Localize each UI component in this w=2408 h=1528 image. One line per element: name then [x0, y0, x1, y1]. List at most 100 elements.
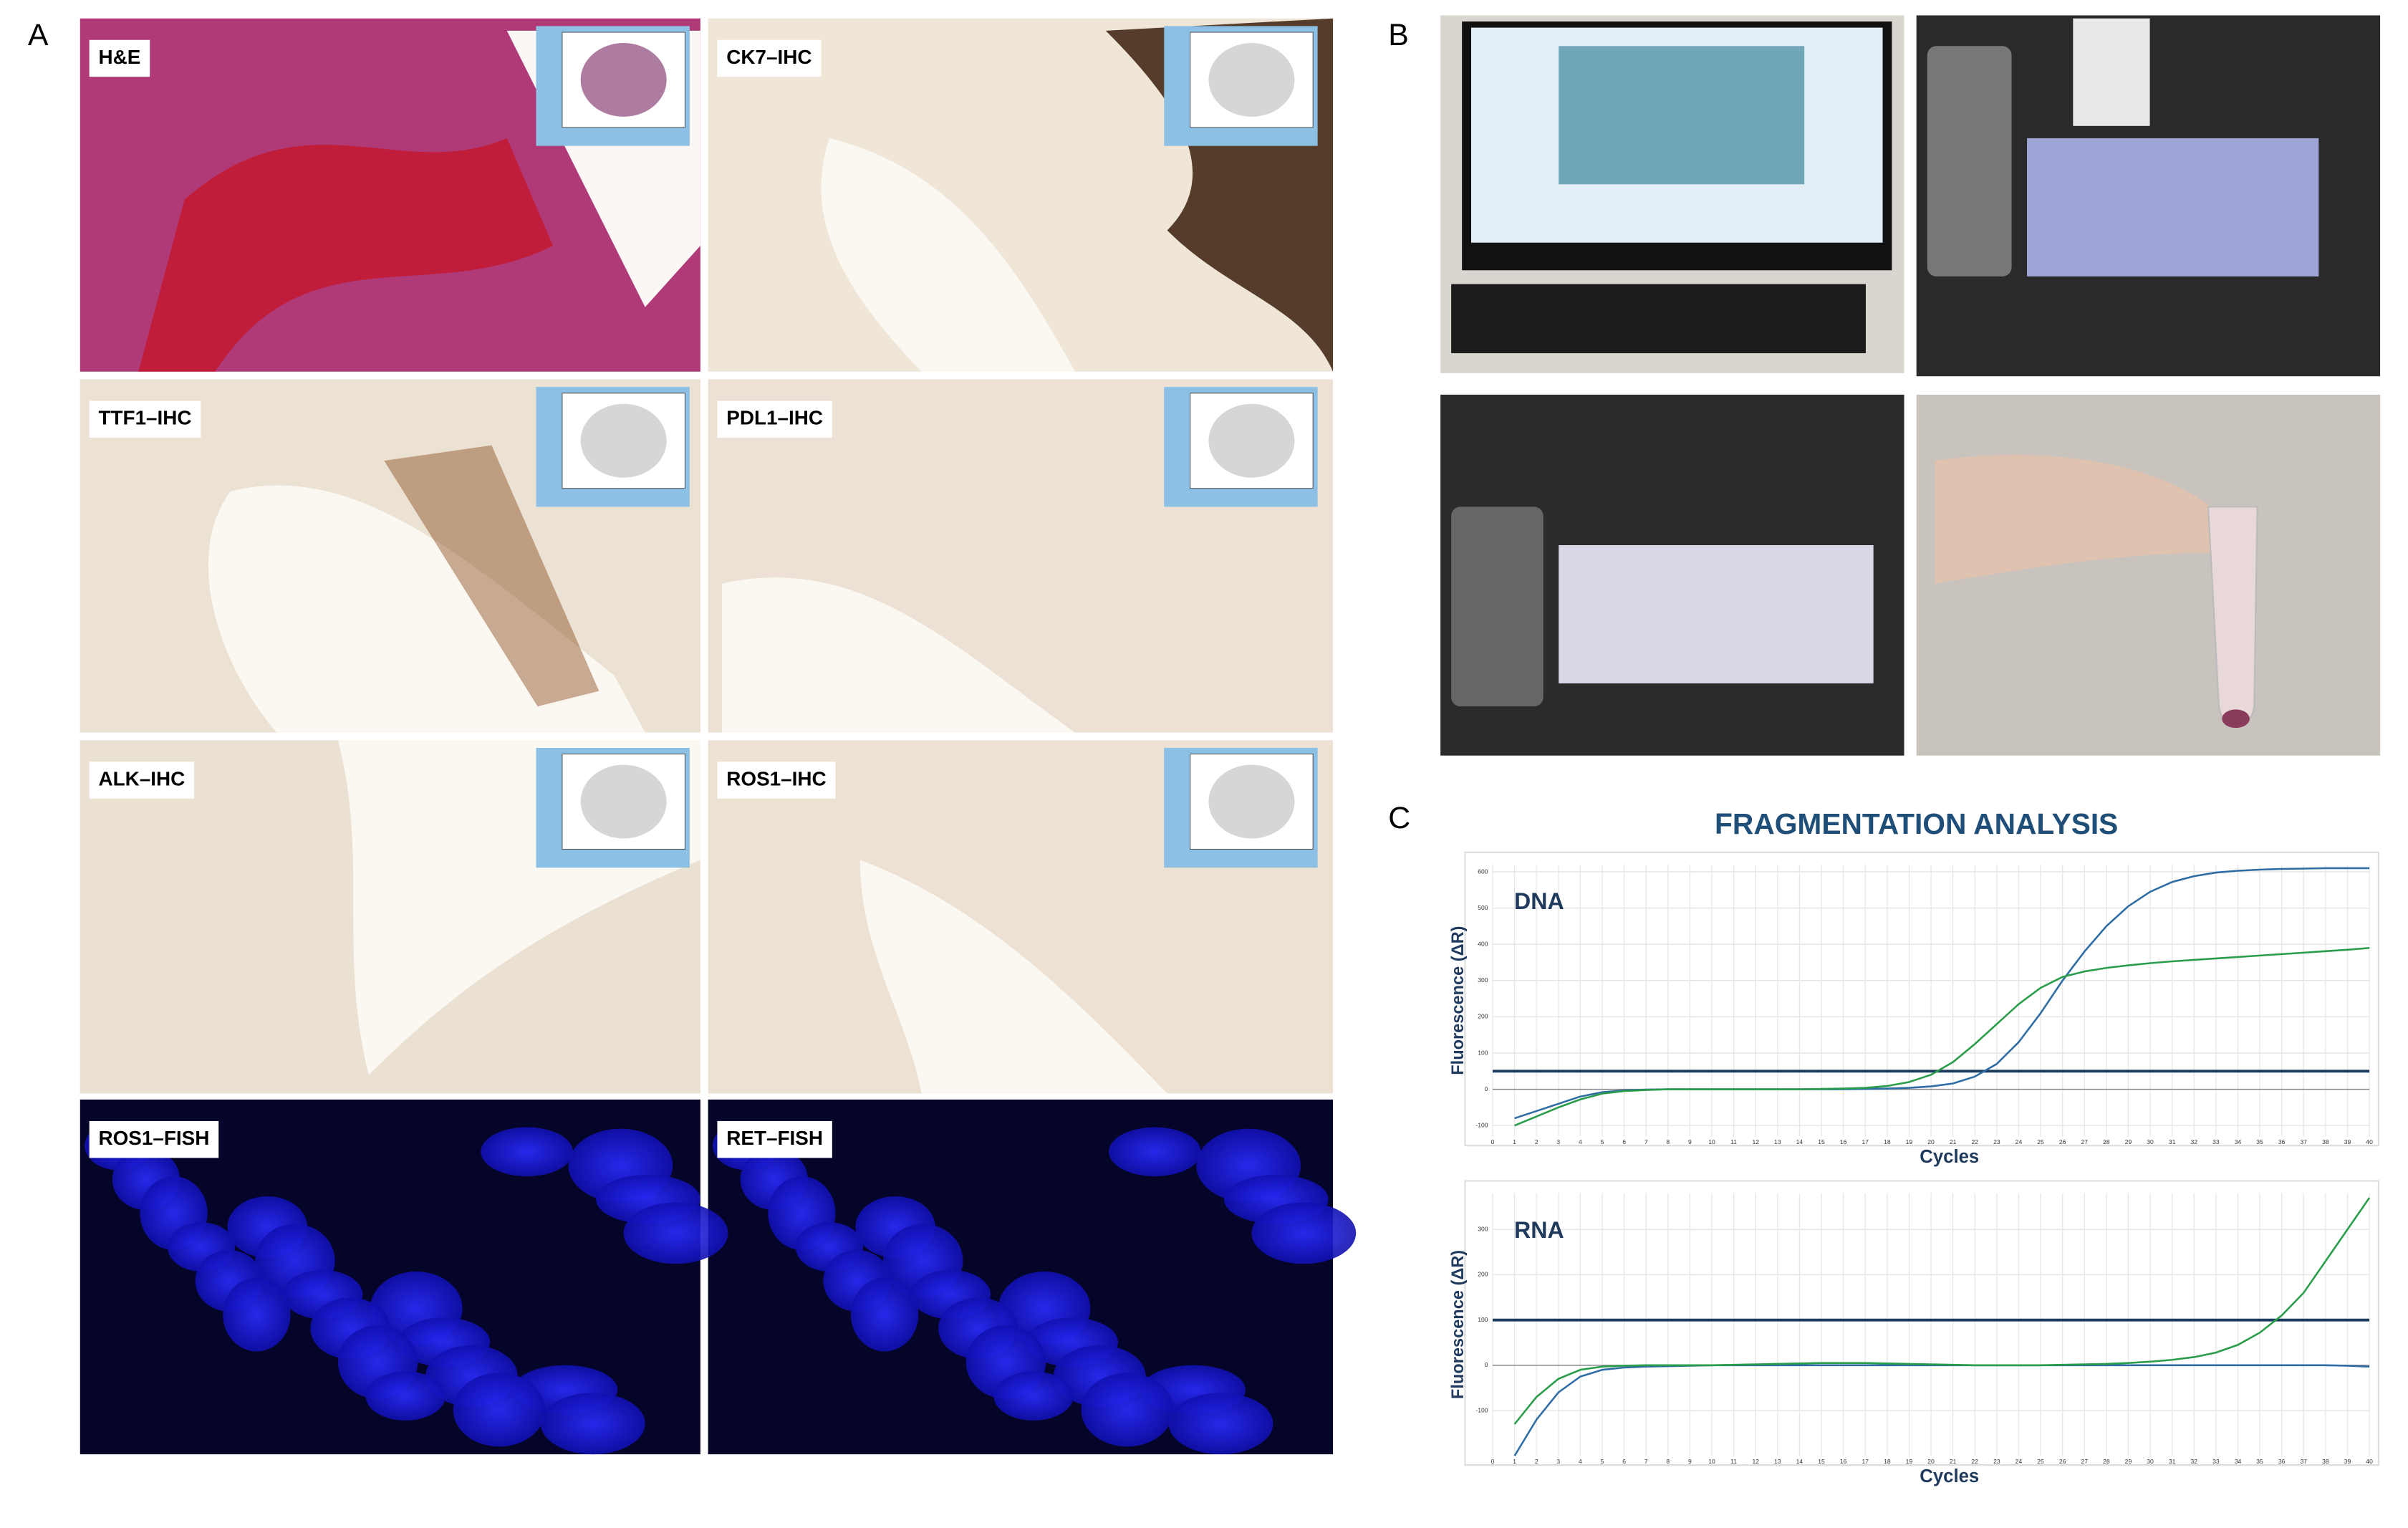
x-tick-label: 0 — [1491, 1138, 1495, 1145]
chart-frame — [1464, 851, 2380, 1147]
x-tick-label: 20 — [1927, 1458, 1935, 1465]
x-tick-label: 18 — [1884, 1458, 1891, 1465]
x-axis-label: Cycles — [1920, 1147, 1979, 1167]
x-tick-label: 0 — [1491, 1458, 1495, 1465]
nucleus — [1081, 1373, 1174, 1447]
inset-tissue — [1208, 403, 1295, 478]
x-tick-label: 25 — [2037, 1458, 2044, 1465]
x-tick-label: 22 — [1971, 1458, 1978, 1465]
x-tick-label: 34 — [2235, 1138, 2242, 1145]
x-tick-label: 36 — [2278, 1458, 2286, 1465]
x-tick-label: 21 — [1950, 1138, 1957, 1145]
ttf1-stain — [384, 445, 599, 707]
x-tick-label: 14 — [1796, 1138, 1803, 1145]
tile-label: CK7–IHC — [726, 46, 812, 68]
cartridge — [1927, 46, 2012, 277]
y-tick-label: 200 — [1478, 1013, 1488, 1020]
x-tick-label: 31 — [2169, 1138, 2176, 1145]
y-axis-label: Fluorescence (ΔR) — [1448, 1250, 1467, 1399]
tile-label-box — [717, 400, 832, 438]
ck7-space — [821, 138, 1075, 372]
photo-tube — [1916, 394, 2381, 756]
x-tick-label: 35 — [2256, 1138, 2263, 1145]
x-tick-label: 5 — [1601, 1138, 1604, 1145]
insets — [536, 26, 1318, 868]
x-tick-label: 28 — [2103, 1458, 2110, 1465]
inset-tissue — [580, 764, 667, 839]
tile-label: ROS1–IHC — [726, 767, 826, 789]
cartridge — [1451, 506, 1543, 707]
ttf1-space — [208, 485, 645, 733]
inset-tissue — [580, 403, 667, 478]
x-tick-label: 32 — [2191, 1138, 2198, 1145]
x-tick-label: 36 — [2278, 1138, 2286, 1145]
x-tick-label: 17 — [1862, 1458, 1869, 1465]
panel-b: B — [1388, 15, 2381, 756]
nucleus — [1251, 1202, 1357, 1264]
inset-tissue — [1208, 764, 1295, 839]
charts: 0 1 2 3 4 5 6 7 8 9 10 11 12 13 14 15 16 17 18 19 20 21 22 23 24… — [1448, 851, 2380, 1486]
nucleus — [623, 1202, 728, 1264]
x-tick-label: 37 — [2301, 1458, 2308, 1465]
x-tick-label: 1 — [1513, 1458, 1516, 1465]
y-tick-label: 300 — [1478, 1225, 1488, 1232]
nucleus — [481, 1127, 573, 1177]
y-axis-label: Fluorescence (ΔR) — [1448, 926, 1467, 1075]
y-tick-label: 500 — [1478, 904, 1488, 911]
y-tick-label: 200 — [1478, 1271, 1488, 1278]
x-tick-label: 21 — [1950, 1458, 1957, 1465]
x-tick-label: 29 — [2125, 1458, 2132, 1465]
series-line — [1513, 1197, 2371, 1425]
x-tick-label: 15 — [1818, 1458, 1825, 1465]
he-vessel — [138, 138, 554, 372]
ros1-space — [859, 860, 1167, 1094]
x-tick-label: 31 — [2169, 1458, 2176, 1465]
x-tick-label: 30 — [2147, 1458, 2154, 1465]
y-tick-label: 0 — [1485, 1361, 1488, 1368]
panel-c: C FRAGMENTATION ANALYSIS 0 1 2 3 4 5 6 7 8 9 10 11 1… — [1388, 801, 2380, 1486]
x-tick-label: 26 — [2059, 1138, 2066, 1145]
nucleus — [223, 1277, 291, 1352]
x-tick-label: 37 — [2301, 1138, 2308, 1145]
y-tick-label: 600 — [1478, 868, 1488, 875]
x-tick-label: 24 — [2016, 1458, 2023, 1465]
gloved-hand — [1935, 455, 2212, 584]
x-tick-label: 8 — [1666, 1138, 1670, 1145]
x-tick-label: 8 — [1666, 1458, 1670, 1465]
x-tick-label: 13 — [1774, 1458, 1781, 1465]
panel-label: A — [28, 18, 49, 52]
x-tick-label: 35 — [2256, 1458, 2263, 1465]
y-tick-label: 0 — [1485, 1085, 1488, 1092]
chart-frame — [1464, 1180, 2380, 1466]
x-tick-label: 16 — [1840, 1138, 1847, 1145]
series-line — [1514, 946, 2370, 1127]
x-tick-label: 14 — [1796, 1458, 1803, 1465]
x-tick-label: 28 — [2103, 1138, 2110, 1145]
panel-label: C — [1388, 801, 1410, 835]
x-tick-label: 5 — [1601, 1458, 1604, 1465]
x-tick-label: 4 — [1579, 1138, 1582, 1145]
x-tick-label: 27 — [2081, 1458, 2088, 1465]
x-tick-label: 7 — [1644, 1458, 1648, 1465]
nucleus — [993, 1371, 1074, 1421]
screen-images — [1559, 46, 1805, 185]
y-tick-label: 400 — [1478, 940, 1488, 947]
x-tick-label: 11 — [1730, 1458, 1737, 1465]
x-tick-label: 13 — [1774, 1138, 1781, 1145]
x-tick-label: 6 — [1622, 1458, 1626, 1465]
x-tick-label: 25 — [2037, 1138, 2044, 1145]
nucleus — [365, 1371, 446, 1421]
panel-label: B — [1388, 18, 1409, 52]
tile-label: PDL1–IHC — [726, 407, 823, 429]
x-tick-label: 19 — [1906, 1138, 1913, 1145]
tile-label-box — [89, 761, 195, 799]
x-tick-label: 15 — [1818, 1138, 1825, 1145]
x-tick-label: 1 — [1513, 1138, 1516, 1145]
x-tick-label: 26 — [2059, 1458, 2066, 1465]
nucleus — [850, 1277, 919, 1352]
tile-label-box — [89, 400, 201, 438]
tile-labels: H&E CK7–IHC TTF1–IHC PDL1–IHC ALK–IHC ROS1–IH… — [89, 39, 836, 1158]
tile-label-box — [89, 39, 150, 77]
x-tick-label: 3 — [1556, 1138, 1560, 1145]
